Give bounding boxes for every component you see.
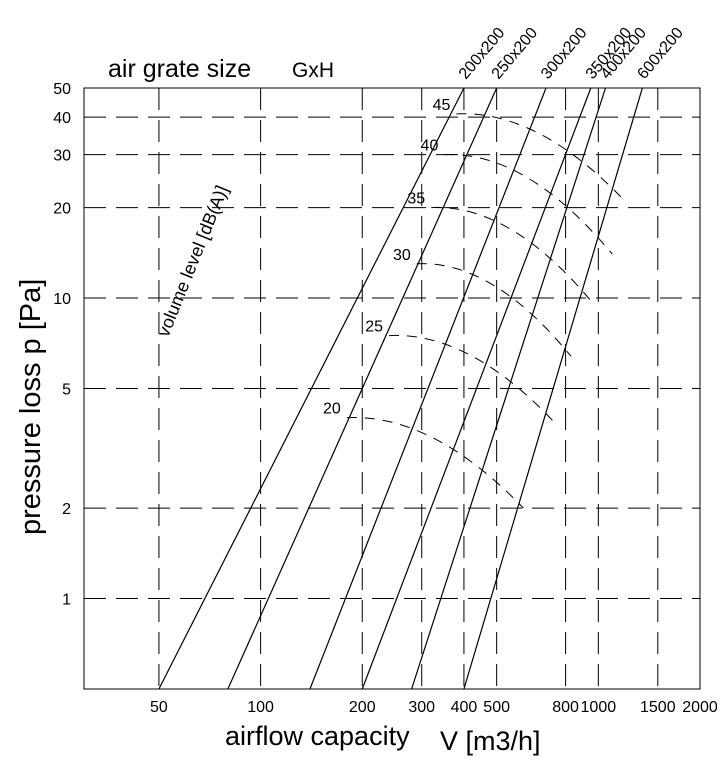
tick-labels: 50 100 200 300 400 500 800 1000 1500 200012510203… — [53, 81, 718, 716]
y-tick-label-50: 50 — [53, 81, 71, 98]
series-line-600x200 — [463, 87, 643, 690]
x-axis-unit: V [m3/h] — [440, 726, 541, 756]
y-tick-label-5: 5 — [62, 382, 71, 399]
y-axis-label: pressure loss p [Pa] — [15, 279, 47, 535]
noise-curve-label-25: 25 — [365, 319, 383, 336]
chart-title: air grate size — [108, 55, 251, 83]
y-tick-label-20: 20 — [53, 201, 71, 218]
y-tick-label-10: 10 — [53, 291, 71, 308]
noise-curve-40 — [444, 154, 613, 255]
y-tick-label-1: 1 — [62, 592, 71, 609]
series-line-200x200 — [158, 87, 465, 690]
noise-curve-label-20: 20 — [323, 401, 341, 418]
noise-curve-label-35: 35 — [407, 191, 425, 208]
x-axis-label: airflow capacity — [225, 721, 410, 751]
x-tick-label-2000: 2000 — [682, 699, 718, 716]
plot-frame — [83, 87, 701, 690]
series-line-350x200 — [361, 87, 592, 690]
grid — [84, 88, 700, 689]
noise-axis-label: volume level [dB(A)] — [153, 183, 232, 340]
series-line-250x200 — [227, 87, 498, 690]
x-tick-label-100: 100 — [247, 699, 274, 716]
grate-size-lines: 200x200250x200300x200350x200400x200600x2… — [158, 25, 687, 690]
noise-curve-20 — [346, 417, 524, 509]
x-tick-label-800: 800 — [552, 699, 579, 716]
series-line-300x200 — [309, 87, 547, 690]
x-tick-label-50: 50 — [150, 699, 168, 716]
noise-curve-label-40: 40 — [421, 138, 439, 155]
x-tick-label-1000: 1000 — [581, 699, 617, 716]
x-tick-label-500: 500 — [483, 699, 510, 716]
series-line-400x200 — [411, 87, 607, 690]
noise-curve-label-45: 45 — [433, 97, 451, 114]
x-tick-label-200: 200 — [349, 699, 376, 716]
noise-level-curves: 20 25 30 35 40 45 — [323, 97, 626, 509]
x-tick-label-1500: 1500 — [640, 699, 676, 716]
noise-curve-25 — [388, 334, 557, 425]
noise-curve-label-30: 30 — [393, 247, 411, 264]
series-label-300x200: 300x200 — [538, 25, 591, 83]
chart-title-suffix: GxH — [292, 59, 334, 82]
noise-curve-45 — [456, 113, 626, 202]
y-tick-label-30: 30 — [53, 148, 71, 165]
x-tick-label-300: 300 — [408, 699, 435, 716]
noise-curve-30 — [416, 263, 572, 357]
x-tick-label-400: 400 — [451, 699, 478, 716]
noise-curve-35 — [431, 206, 592, 301]
y-tick-label-2: 2 — [62, 501, 71, 518]
y-tick-label-40: 40 — [53, 110, 71, 127]
